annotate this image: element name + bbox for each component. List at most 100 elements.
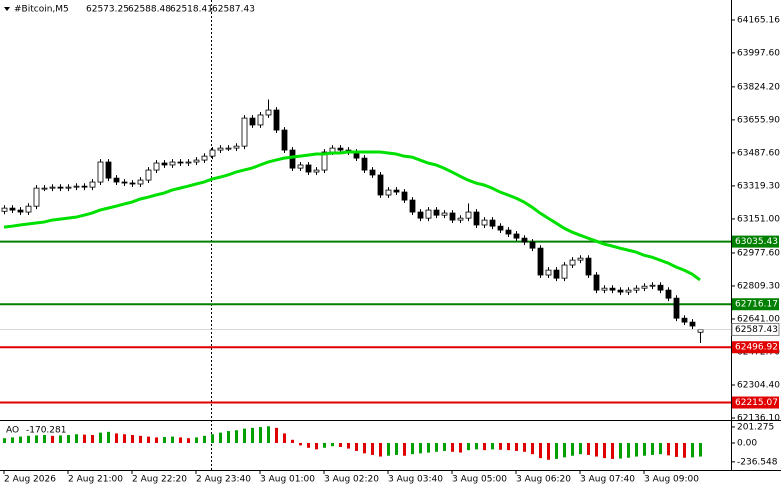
header-high: 62588.48 <box>128 5 171 15</box>
ao-bar <box>203 435 206 443</box>
ao-bar <box>595 442 598 457</box>
x-tick-label: 3 Aug 02:20 <box>324 475 379 485</box>
candle-body <box>569 259 576 266</box>
ao-bar <box>59 435 62 443</box>
candle-body <box>137 179 144 185</box>
ao-bar <box>395 442 398 455</box>
x-tick-label: 3 Aug 01:00 <box>260 475 315 485</box>
x-tick-label: 2 Aug 22:20 <box>132 475 187 485</box>
candle-body <box>497 225 504 231</box>
ao-bar <box>355 442 358 451</box>
level-label: 63035.43 <box>735 237 778 247</box>
x-tick-label: 3 Aug 06:20 <box>516 475 571 485</box>
candle-body <box>225 147 232 150</box>
candle-body <box>33 187 40 207</box>
ao-bar <box>307 442 310 448</box>
level-label: 62716.17 <box>735 300 778 310</box>
ao-bar <box>611 442 614 459</box>
candle-body <box>289 149 296 169</box>
candle-body <box>521 237 528 243</box>
candle-body <box>625 289 632 293</box>
candle-body <box>449 212 456 221</box>
menu-arrow <box>4 7 10 11</box>
candle-body <box>369 169 376 176</box>
ao-bar <box>243 428 246 443</box>
candle-body <box>233 145 240 149</box>
ao-bar <box>563 442 566 458</box>
candle-body <box>697 329 704 333</box>
candle-body <box>665 289 672 299</box>
candle-body <box>273 109 280 131</box>
candle-body <box>385 189 392 196</box>
candle-body <box>185 161 192 164</box>
candle-body <box>25 205 32 213</box>
candle-body <box>481 219 488 226</box>
candle-body <box>617 289 624 293</box>
candle-body <box>169 161 176 166</box>
candle-body <box>609 287 616 291</box>
ao-bar <box>259 427 262 443</box>
candle-body <box>73 185 80 188</box>
ao-bar <box>99 432 102 443</box>
level-label: 62215.07 <box>735 398 778 408</box>
ao-bar <box>291 439 294 443</box>
y-tick-label: 63824.20 <box>737 82 780 92</box>
ao-bar <box>115 433 118 443</box>
ao-bar <box>683 442 686 458</box>
candle-body <box>545 269 552 276</box>
candle-body <box>465 211 472 219</box>
candle-body <box>361 157 368 171</box>
candle-body <box>161 162 168 166</box>
candle-body <box>201 155 208 161</box>
ao-bar <box>619 442 622 459</box>
y-tick-label: 62136.10 <box>737 414 780 424</box>
ao-bar <box>219 432 222 443</box>
ao-bar <box>523 442 526 452</box>
y-tick-label: 62977.60 <box>737 248 780 258</box>
candle-body <box>49 186 56 189</box>
ao-bar <box>331 442 334 447</box>
candle-body <box>97 161 104 183</box>
ao-bar <box>403 442 406 456</box>
candle-body <box>177 161 184 164</box>
symbol-title: #Bitcoin,M5 <box>14 5 69 15</box>
ao-bar <box>579 442 582 455</box>
ao-bar <box>571 442 574 456</box>
candle-body <box>81 185 88 188</box>
ao-bar <box>11 437 14 443</box>
candle-body <box>433 209 440 216</box>
candle-body <box>585 257 592 276</box>
candle-body <box>249 117 256 126</box>
candle-body <box>489 219 496 227</box>
level-label: 62496.92 <box>735 343 778 353</box>
candle-body <box>593 274 600 291</box>
ao-bar <box>667 442 670 456</box>
x-tick-label: 3 Aug 03:40 <box>388 475 443 485</box>
y-tick-label: 63487.60 <box>737 148 780 158</box>
header-open: 62573.25 <box>86 5 129 15</box>
ao-bar <box>507 442 510 451</box>
ao-bar <box>171 436 174 443</box>
x-tick-label: 3 Aug 09:00 <box>644 475 699 485</box>
ao-bar <box>427 442 430 453</box>
ao-bar <box>635 442 638 457</box>
candle-body <box>641 285 648 289</box>
ao-title: AO <box>6 426 19 436</box>
candle-body <box>313 169 320 173</box>
candle-body <box>401 191 408 201</box>
ao-bar <box>643 442 646 456</box>
ao-bar <box>363 442 366 454</box>
x-tick-label: 3 Aug 07:40 <box>580 475 635 485</box>
ao-bar <box>275 427 278 443</box>
ao-bar <box>227 431 230 443</box>
y-tick-label: 62809.30 <box>737 281 780 291</box>
candle-body <box>105 161 112 179</box>
ao-bar <box>267 426 270 443</box>
y-tick-label: -236.548 <box>737 457 778 467</box>
ao-bar <box>459 442 462 453</box>
y-tick-label: 201.275 <box>737 422 774 432</box>
candle-body <box>265 109 272 116</box>
level-label-box <box>732 341 779 354</box>
level-label-box <box>732 235 779 248</box>
ao-bar <box>147 436 150 443</box>
